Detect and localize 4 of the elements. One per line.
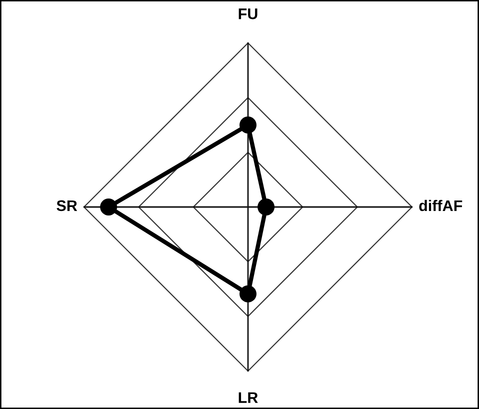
- spoke-label: SR: [56, 200, 78, 212]
- spoke-label: FU: [238, 8, 258, 20]
- spoke-label: diffAF: [419, 200, 462, 212]
- spoke-label: LR: [238, 392, 258, 403]
